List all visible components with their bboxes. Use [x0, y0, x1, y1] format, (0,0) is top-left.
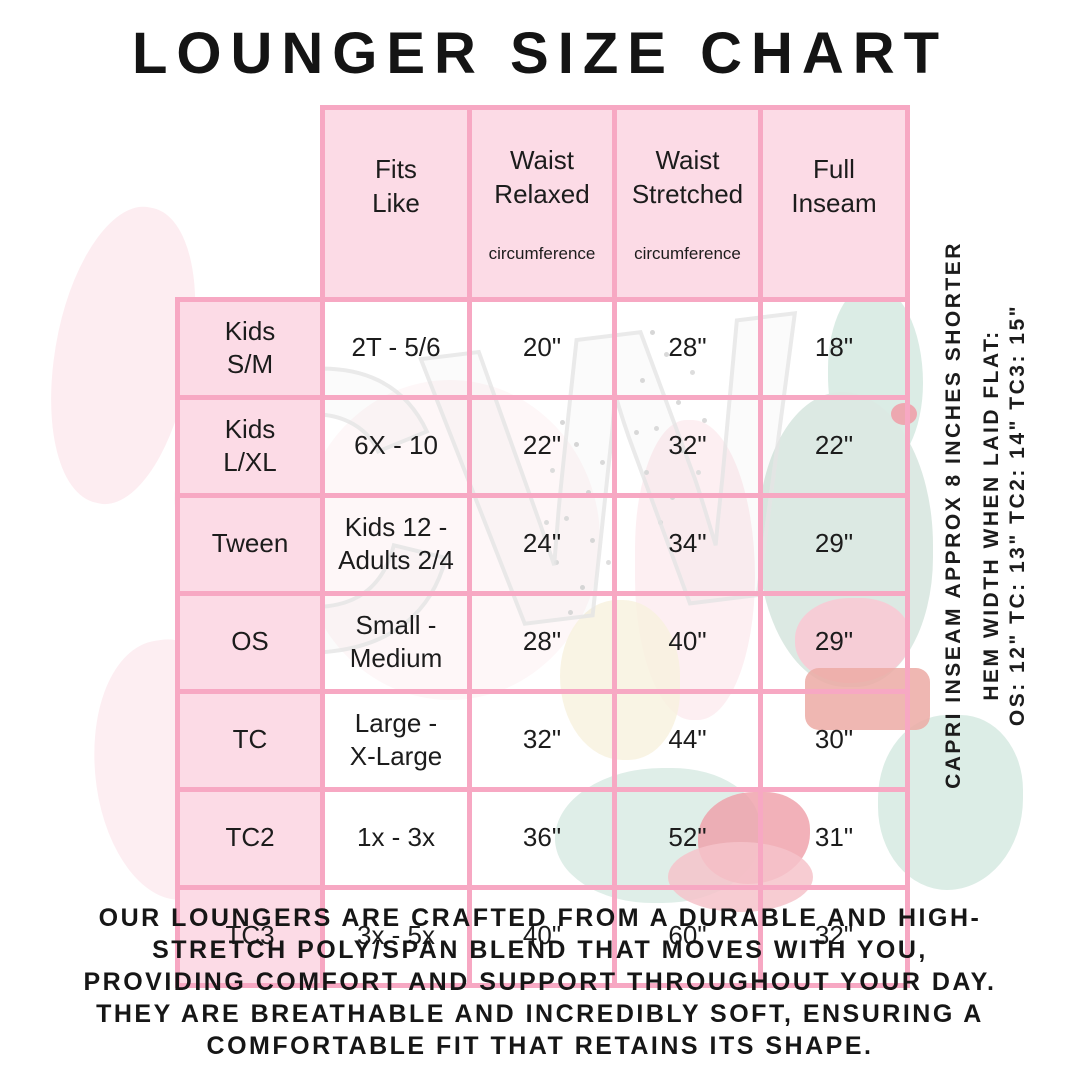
table-row: TC Large - X-Large 32" 44" 30" [175, 688, 910, 792]
column-header-label: Full Inseam [791, 153, 877, 218]
row-label-kids-lxl: Kids L/XL [175, 394, 325, 498]
row-label-os: OS [175, 590, 325, 694]
column-header-label: Waist Relaxed [494, 144, 590, 209]
cell-fits-like: 1x - 3x [320, 786, 472, 890]
cell-fits-like: 3x - 5x [320, 884, 472, 988]
row-label-tc3: TC3 [175, 884, 325, 988]
cell-full-inseam: 29" [758, 590, 910, 694]
table-row: TC3 3x - 5x 40" 60" 32" [175, 884, 910, 988]
cell-waist-stretched: 40" [612, 590, 763, 694]
table-row: Kids L/XL 6X - 10 22" 32" 22" [175, 394, 910, 498]
hem-width-values: OS: 12" TC: 13" TC2: 14" TC3: 15" [1006, 303, 1029, 727]
cell-full-inseam: 31" [758, 786, 910, 890]
cell-waist-relaxed: 32" [467, 688, 617, 792]
cell-waist-relaxed: 40" [467, 884, 617, 988]
row-label-tc: TC [175, 688, 325, 792]
column-header-label: Fits Like [372, 153, 420, 218]
cell-fits-like: Kids 12 - Adults 2/4 [320, 492, 472, 596]
cell-waist-relaxed: 36" [467, 786, 617, 890]
table-row: OS Small - Medium 28" 40" 29" [175, 590, 910, 694]
cell-waist-stretched: 34" [612, 492, 763, 596]
cell-waist-relaxed: 24" [467, 492, 617, 596]
cell-waist-stretched: 60" [612, 884, 763, 988]
product-description: OUR LOUNGERS ARE CRAFTED FROM A DURABLE … [83, 904, 997, 1060]
cell-fits-like: Large - X-Large [320, 688, 472, 792]
column-header-waist-relaxed: Waist Relaxed circumference [467, 105, 617, 302]
cell-waist-relaxed: 28" [467, 590, 617, 694]
cell-full-inseam: 22" [758, 394, 910, 498]
row-label-kids-sm: Kids S/M [175, 296, 325, 400]
hem-width-title: HEM WIDTH WHEN LAID FLAT: [980, 329, 1003, 701]
cell-full-inseam: 18" [758, 296, 910, 400]
cell-waist-stretched: 44" [612, 688, 763, 792]
cell-waist-relaxed: 22" [467, 394, 617, 498]
column-header-waist-stretched: Waist Stretched circumference [612, 105, 763, 302]
cell-full-inseam: 30" [758, 688, 910, 792]
column-header-label: Waist Stretched [631, 144, 744, 209]
table-row: TC2 1x - 3x 36" 52" 31" [175, 786, 910, 890]
cell-waist-stretched: 28" [612, 296, 763, 400]
cell-full-inseam: 32" [758, 884, 910, 988]
cell-waist-stretched: 52" [612, 786, 763, 890]
column-header-subtext: circumference [634, 244, 741, 264]
column-header-full-inseam: Full Inseam [758, 105, 910, 302]
cell-fits-like: 6X - 10 [320, 394, 472, 498]
page-title: LOUNGER SIZE CHART [131, 21, 949, 86]
row-label-tween: Tween [175, 492, 325, 596]
size-table: Fits Like Waist Relaxed circumference Wa… [175, 105, 910, 988]
cell-waist-stretched: 32" [612, 394, 763, 498]
cell-fits-like: 2T - 5/6 [320, 296, 472, 400]
table-row: Tween Kids 12 - Adults 2/4 24" 34" 29" [175, 492, 910, 596]
cell-full-inseam: 29" [758, 492, 910, 596]
capri-inseam-note: CAPRI INSEAM APPROX 8 INCHES SHORTER [942, 241, 965, 789]
table-row: Kids S/M 2T - 5/6 20" 28" 18" [175, 296, 910, 400]
column-header-subtext: circumference [488, 244, 596, 264]
row-label-tc2: TC2 [175, 786, 325, 890]
cell-fits-like: Small - Medium [320, 590, 472, 694]
side-notes-rotated: CAPRI INSEAM APPROX 8 INCHES SHORTER HEM… [942, 195, 1062, 835]
column-header-fits-like: Fits Like [320, 105, 472, 302]
cell-waist-relaxed: 20" [467, 296, 617, 400]
corner-cell [178, 108, 323, 300]
header-row: Fits Like Waist Relaxed circumference Wa… [178, 105, 910, 302]
